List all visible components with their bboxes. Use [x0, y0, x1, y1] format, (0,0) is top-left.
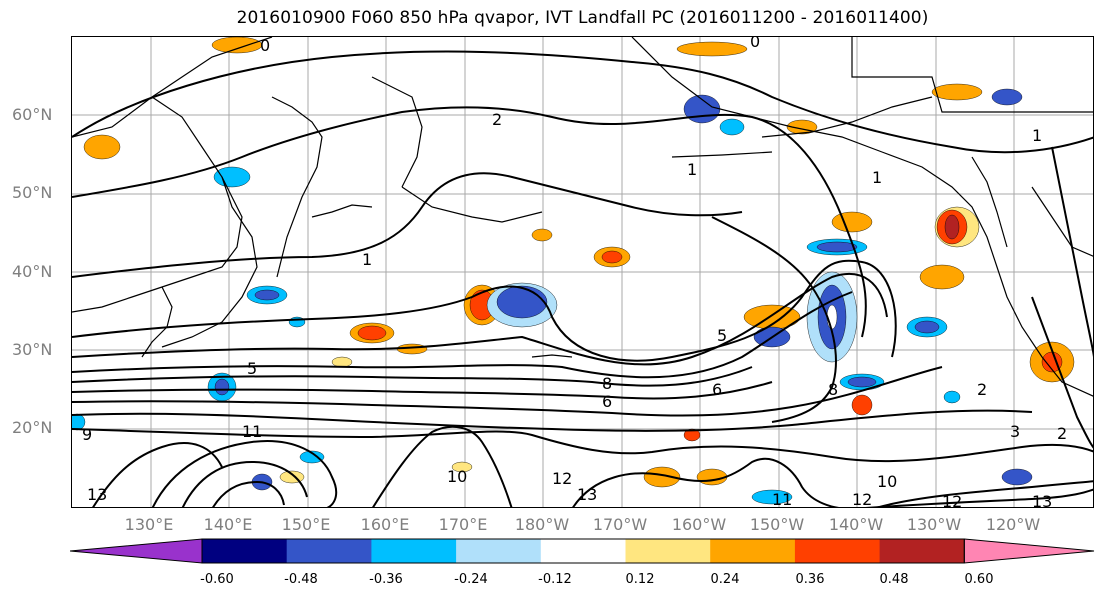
lat-label-40n: 40°N [12, 262, 53, 281]
contour-label: 2 [977, 380, 987, 399]
colorbar-segment [371, 539, 457, 563]
colorbar-tick: -0.12 [538, 572, 572, 587]
contour-label: 9 [82, 425, 92, 444]
contour-label: 13 [87, 485, 107, 504]
colorbar-segment [794, 539, 881, 563]
colorbar-segment [540, 539, 626, 563]
colorbar-outline [201, 538, 965, 564]
lon-label-140e: 140°E [203, 515, 253, 534]
lat-label-60n: 60°N [12, 105, 53, 124]
colorbar-segment [710, 539, 796, 563]
contour-label: 12 [552, 469, 572, 488]
colorbar-extend-low [70, 538, 203, 564]
colorbar [70, 538, 1095, 564]
lon-label-160w: 160°W [671, 515, 727, 534]
colorbar-tick: -0.60 [200, 572, 234, 587]
contour-label: 1 [872, 168, 882, 187]
colorbar-tick: 0.36 [795, 572, 825, 587]
lon-label-180w: 180°W [514, 515, 570, 534]
figure-title: 2016010900 F060 850 hPa qvapor, IVT Land… [236, 8, 929, 28]
contour-label: 11 [242, 422, 262, 441]
contour-label: 5 [247, 359, 257, 378]
contour-label: 8 [828, 380, 838, 399]
contour-label: 10 [447, 467, 467, 486]
lon-label-130e: 130°E [124, 515, 174, 534]
colorbar-segment [456, 539, 542, 563]
colorbar-segment [879, 539, 965, 563]
coastlines [72, 37, 1093, 397]
contour-label: 11 [772, 490, 792, 508]
colorbar-tick: -0.48 [284, 572, 318, 587]
colorbar-tick: 0.60 [964, 572, 994, 587]
ivt-contours [72, 50, 1093, 507]
colorbar-tick: 0.24 [710, 572, 740, 587]
contour-label: 6 [602, 392, 612, 411]
lon-label-170e: 170°E [438, 515, 488, 534]
contour-label: 12 [852, 490, 872, 508]
contour-label: 0 [750, 37, 760, 51]
map-canvas: 0 0 2 1 1 1 5 5 8 8 6 6 10 11 12 13 13 1… [72, 37, 1093, 508]
colorbar-tick: 0.48 [879, 572, 909, 587]
lon-label-150w: 150°W [749, 515, 805, 534]
lat-label-50n: 50°N [12, 183, 53, 202]
lon-label-130w: 130°W [906, 515, 962, 534]
contour-label: 13 [577, 485, 597, 504]
colorbar-segment [625, 539, 711, 563]
contour-label: 2 [1057, 424, 1067, 443]
colorbar-tick: -0.36 [369, 572, 403, 587]
contour-label: 12 [942, 492, 962, 508]
lat-label-30n: 30°N [12, 340, 53, 359]
contour-label: 6 [712, 380, 722, 399]
contour-label: 2 [492, 110, 502, 129]
lon-label-160e: 160°E [360, 515, 410, 534]
lon-label-150e: 150°E [281, 515, 331, 534]
lon-label-140w: 140°W [828, 515, 884, 534]
colorbar-tick: 0.12 [625, 572, 655, 587]
colorbar-segment [202, 539, 288, 563]
contour-labels: 0 0 2 1 1 1 5 5 8 8 6 6 10 11 12 13 13 1… [82, 37, 1067, 508]
contour-label: 5 [717, 326, 727, 345]
contour-label: 10 [877, 472, 897, 491]
colorbar-segments [70, 538, 1095, 564]
map-panel: 0 0 2 1 1 1 5 5 8 8 6 6 10 11 12 13 13 1… [71, 36, 1094, 508]
contour-label: 8 [602, 374, 612, 393]
lat-label-20n: 20°N [12, 418, 53, 437]
contour-label: 1 [687, 160, 697, 179]
contour-label: 1 [362, 250, 372, 269]
colorbar-segment [286, 539, 372, 563]
contour-label: 13 [1032, 492, 1052, 508]
contour-label: 3 [1010, 422, 1020, 441]
contour-label: 1 [1032, 126, 1042, 145]
qvapor-fill-positive [83, 37, 1075, 488]
lon-label-170w: 170°W [592, 515, 648, 534]
colorbar-tick: -0.24 [454, 572, 488, 587]
contour-label: 0 [260, 37, 270, 55]
colorbar-extend-high [963, 538, 1095, 564]
lon-label-120w: 120°W [985, 515, 1041, 534]
